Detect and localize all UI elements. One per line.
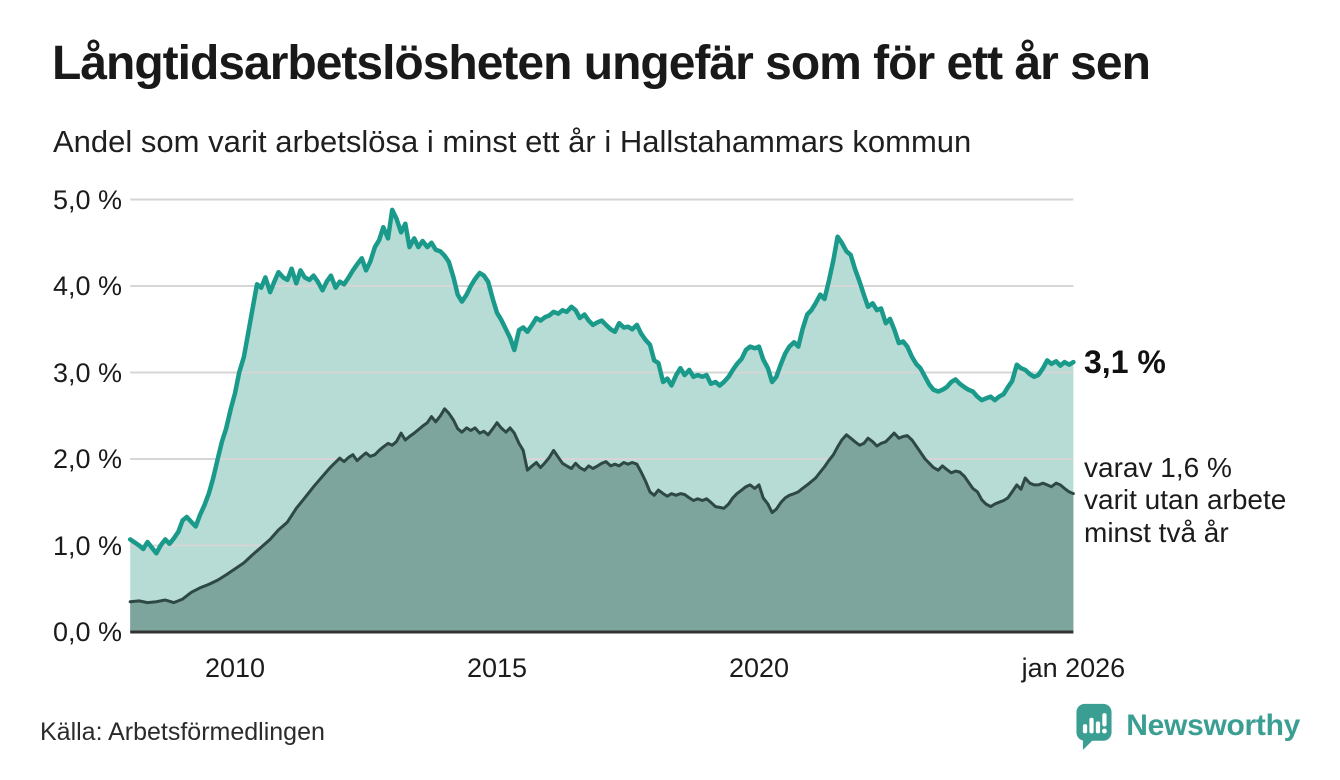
newsworthy-logo: Newsworthy: [1071, 702, 1300, 750]
x-axis-tick-label: 2020: [728, 653, 790, 683]
x-axis-tick-label: 2015: [466, 653, 528, 683]
chart-subtitle: Andel som varit arbetslösa i minst ett å…: [53, 124, 972, 159]
y-axis-tick-label: 4,0 %: [52, 271, 122, 301]
series-2-area: [130, 408, 1074, 632]
page-title: Långtidsarbetslösheten ungefär som för e…: [52, 37, 1151, 90]
x-axis-tick-label: jan 2026: [1021, 653, 1126, 683]
y-axis-tick-label: 0,0 %: [52, 617, 122, 647]
newsworthy-brand-text: Newsworthy: [1126, 709, 1300, 742]
secondary-annotation: varav 1,6 % varit utan arbete minst två …: [1084, 452, 1287, 548]
latest-value-label: 3,1 %: [1084, 344, 1166, 380]
y-axis-tick-label: 2,0 %: [52, 444, 122, 474]
y-axis-tick-label: 1,0 %: [52, 530, 122, 561]
source-note: Källa: Arbetsförmedlingen: [40, 718, 325, 746]
y-axis-tick-label: 5,0 %: [52, 184, 122, 215]
newsworthy-logo-icon: [1076, 703, 1112, 750]
x-axis-tick-label: 2010: [204, 653, 266, 683]
y-axis-tick-label: 3,0 %: [52, 357, 122, 388]
series-1-line: [127, 207, 1076, 556]
series-2-line: [128, 407, 1075, 605]
